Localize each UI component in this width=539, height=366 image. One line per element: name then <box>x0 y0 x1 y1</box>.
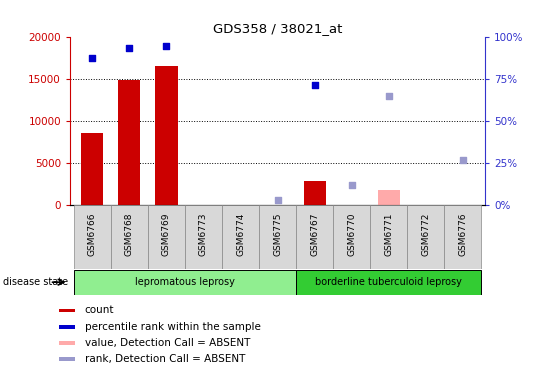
Point <box>348 182 356 188</box>
Point <box>310 82 319 87</box>
Text: GSM6773: GSM6773 <box>199 213 208 256</box>
Text: borderline tuberculoid leprosy: borderline tuberculoid leprosy <box>315 277 462 287</box>
Bar <box>370 205 407 269</box>
Bar <box>118 79 141 205</box>
Title: GDS358 / 38021_at: GDS358 / 38021_at <box>213 22 342 36</box>
Bar <box>378 190 400 205</box>
Bar <box>407 205 444 269</box>
Text: GSM6774: GSM6774 <box>236 213 245 256</box>
Bar <box>59 309 75 312</box>
Bar <box>59 357 75 361</box>
Bar <box>59 341 75 345</box>
Text: percentile rank within the sample: percentile rank within the sample <box>85 322 260 332</box>
Bar <box>74 270 296 295</box>
Bar <box>296 270 481 295</box>
Text: value, Detection Call = ABSENT: value, Detection Call = ABSENT <box>85 338 250 348</box>
Point <box>459 157 467 163</box>
Bar <box>111 205 148 269</box>
Text: GSM6772: GSM6772 <box>421 213 430 256</box>
Text: lepromatous leprosy: lepromatous leprosy <box>135 277 235 287</box>
Bar <box>333 205 370 269</box>
Text: GSM6769: GSM6769 <box>162 213 171 256</box>
Point <box>273 197 282 203</box>
Bar <box>222 205 259 269</box>
Text: count: count <box>85 306 114 315</box>
Text: rank, Detection Call = ABSENT: rank, Detection Call = ABSENT <box>85 354 245 364</box>
Point <box>384 93 393 98</box>
Text: GSM6775: GSM6775 <box>273 213 282 256</box>
Text: GSM6766: GSM6766 <box>88 213 97 256</box>
Point <box>162 43 171 49</box>
Text: GSM6768: GSM6768 <box>125 213 134 256</box>
Text: disease state: disease state <box>3 277 68 287</box>
Point <box>125 45 134 51</box>
Text: GSM6770: GSM6770 <box>347 213 356 256</box>
Bar <box>148 205 185 269</box>
Bar <box>185 205 222 269</box>
Bar <box>296 205 333 269</box>
Bar <box>81 133 103 205</box>
Bar <box>444 205 481 269</box>
Text: GSM6767: GSM6767 <box>310 213 319 256</box>
Bar <box>74 205 111 269</box>
Bar <box>155 66 177 205</box>
Text: GSM6771: GSM6771 <box>384 213 393 256</box>
Text: GSM6776: GSM6776 <box>458 213 467 256</box>
Point <box>88 55 96 60</box>
Bar <box>259 205 296 269</box>
Bar <box>59 325 75 329</box>
Bar <box>303 182 326 205</box>
